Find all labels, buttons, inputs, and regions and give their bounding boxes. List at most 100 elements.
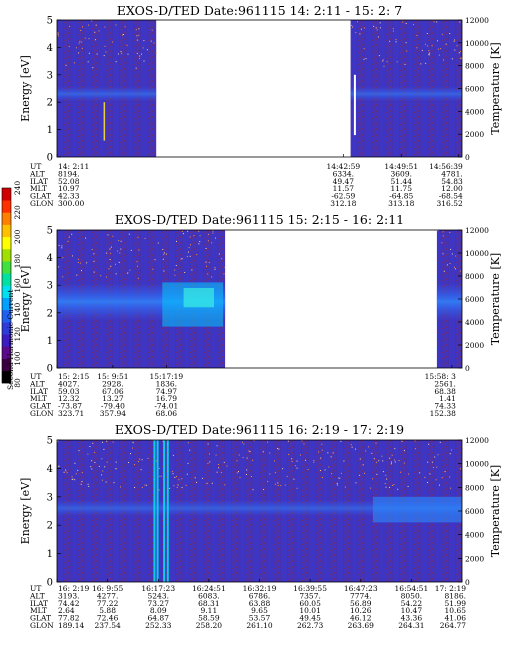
speckle <box>238 454 240 456</box>
speckle <box>291 458 293 460</box>
speckle <box>81 270 82 272</box>
speckle <box>461 57 462 59</box>
speckle <box>344 486 346 488</box>
colorbar-tick-label: 160 <box>13 278 22 293</box>
ephem-value: 264.77 <box>440 621 466 630</box>
speckle <box>449 231 451 233</box>
speckle <box>211 276 213 278</box>
speckle <box>189 236 191 238</box>
speckle <box>453 41 455 42</box>
speckle <box>130 249 132 251</box>
y-tick-label: 3 <box>47 70 53 81</box>
speckle <box>425 62 427 64</box>
speckle <box>153 42 155 44</box>
y2-tick-label: 8000 <box>465 483 484 492</box>
speckle <box>363 48 365 50</box>
speckle <box>413 24 414 26</box>
ephem-value: 11.75 <box>391 184 413 193</box>
speckle <box>351 24 353 26</box>
speckle <box>355 32 357 34</box>
ephem-row-label: GLON <box>30 199 54 208</box>
speckle <box>115 263 116 265</box>
ephem-value: 63.88 <box>249 599 271 608</box>
ephem-value: 8050. <box>401 591 422 600</box>
speckle <box>110 252 112 254</box>
speckle <box>459 468 461 470</box>
speckle <box>141 487 143 488</box>
speckle <box>438 54 440 56</box>
y2-tick-label: 6000 <box>465 85 484 94</box>
panel: EXOS-D/TED Date:961115 14: 2:11 - 15: 2:… <box>19 3 502 208</box>
speckle <box>274 472 276 474</box>
speckle <box>177 484 179 486</box>
colorbar-swatch <box>2 346 11 359</box>
ephem-value: 3193. <box>58 591 79 600</box>
speckle <box>385 474 387 476</box>
speckle <box>386 61 388 63</box>
speckle <box>246 474 247 475</box>
speckle <box>132 441 134 443</box>
speckle <box>138 249 140 251</box>
speckle <box>128 233 130 235</box>
speckle <box>199 235 201 237</box>
speckle <box>93 253 95 255</box>
ephem-value: 10.01 <box>299 606 320 615</box>
speckle <box>211 482 213 484</box>
speckle <box>351 446 353 448</box>
y-tick-label: 5 <box>47 226 53 237</box>
ephem-value: 1836. <box>156 379 177 388</box>
speckle <box>376 461 378 463</box>
speckle <box>215 237 217 239</box>
speckle <box>392 485 393 486</box>
ephem-value: 60.05 <box>299 599 321 608</box>
speckle <box>400 471 402 473</box>
speckle <box>392 30 394 32</box>
panel-title: EXOS-D/TED Date:961115 16: 2:19 - 17: 2:… <box>115 422 404 437</box>
speckle <box>181 487 183 489</box>
speckle <box>180 258 182 260</box>
speckle <box>433 21 435 23</box>
speckle <box>118 240 120 242</box>
speckle <box>313 460 315 462</box>
speckle <box>451 253 453 255</box>
speckle <box>146 49 148 51</box>
colorbar-swatch <box>2 236 11 250</box>
ephem-row-label: ILAT <box>30 177 48 186</box>
speckle <box>284 484 286 486</box>
ephem-value: 6334. <box>333 169 354 178</box>
speckle <box>454 266 455 268</box>
speckle <box>110 246 112 248</box>
speckle <box>403 462 405 464</box>
speckle <box>220 472 222 474</box>
speckle <box>173 485 175 487</box>
ephem-value: 67.06 <box>102 387 124 396</box>
speckle <box>454 268 456 270</box>
speckle <box>92 442 94 444</box>
ephem-value: 323.71 <box>58 409 84 418</box>
ephem-value: 5.88 <box>99 606 116 615</box>
speckle <box>364 472 365 474</box>
speckle <box>394 448 396 450</box>
speckle <box>186 256 188 257</box>
speckle <box>223 461 225 463</box>
ephem-value: 42.33 <box>58 192 80 201</box>
ephem-row-label: ILAT <box>30 387 48 396</box>
speckle <box>65 470 67 472</box>
ephem-row-label: UT <box>30 162 41 171</box>
speckle <box>134 464 135 466</box>
ephem-value: 312.18 <box>330 199 356 208</box>
speckle <box>176 487 178 488</box>
speckle <box>367 446 369 448</box>
y-axis-label: Energy [eV] <box>19 55 32 122</box>
speckle <box>459 270 461 272</box>
ephem-value: 189.14 <box>58 621 84 630</box>
speckle <box>208 262 210 264</box>
ion-band-strong <box>372 496 462 523</box>
speckle <box>248 450 250 452</box>
speckle <box>94 462 96 463</box>
speckle <box>138 28 140 30</box>
ephem-value: 9.65 <box>251 606 268 615</box>
ephem-value: 6083. <box>198 591 219 600</box>
colorbar-tick-label: 200 <box>13 229 22 244</box>
speckle <box>378 55 380 57</box>
